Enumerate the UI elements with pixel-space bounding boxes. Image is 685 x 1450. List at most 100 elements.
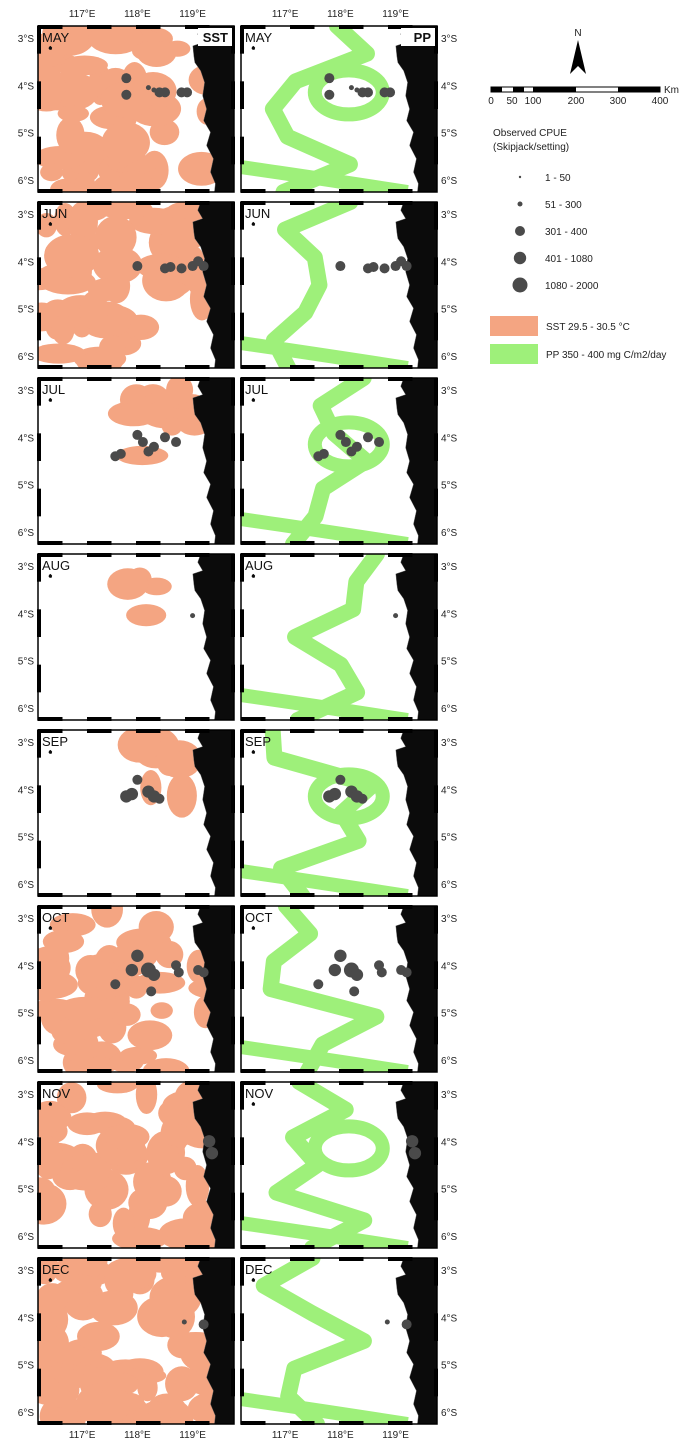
- cpue-point: [132, 429, 143, 440]
- cpue-point: [384, 1319, 390, 1325]
- island: [48, 397, 53, 402]
- bottom-lon-label: 117°E: [272, 1430, 299, 1441]
- lat-label: 6°S: [441, 1056, 458, 1067]
- lat-label: 4°S: [18, 785, 35, 796]
- map-panel-sst-dec: DEC: [37, 1257, 235, 1425]
- sst-patch: [132, 41, 177, 62]
- island: [48, 1101, 53, 1106]
- lat-label: 6°S: [18, 1232, 35, 1243]
- month-label: AUG: [42, 558, 70, 573]
- lat-label: 5°S: [441, 1361, 458, 1372]
- pp-band: [241, 1392, 409, 1424]
- top-lon-label: 117°E: [69, 9, 96, 20]
- sst-patch: [49, 1343, 88, 1365]
- cpue-point: [165, 261, 176, 272]
- sst-patch: [161, 417, 183, 436]
- sst-patch: [127, 1020, 173, 1051]
- cpue-point: [385, 87, 396, 98]
- cpue-point: [362, 87, 373, 98]
- scale-tick-400: 400: [652, 96, 669, 107]
- land-mass: [192, 1258, 234, 1424]
- cpue-point: [148, 441, 159, 452]
- lat-label: 3°S: [441, 562, 458, 573]
- cpue-point: [181, 1319, 187, 1325]
- lat-label: 5°S: [18, 1185, 35, 1196]
- island: [251, 221, 256, 226]
- sst-patch: [117, 730, 162, 763]
- pp-legend-label: PP 350 - 400 mg C/m2/day: [546, 350, 666, 361]
- sst-patch: [101, 121, 150, 164]
- cpue-point: [328, 963, 342, 977]
- lat-label: 5°S: [441, 305, 458, 316]
- sst-patch: [149, 1175, 182, 1207]
- sst-patch: [141, 577, 172, 596]
- cpue-point: [202, 1135, 216, 1148]
- lat-label: 5°S: [441, 129, 458, 140]
- lat-label: 6°S: [18, 1056, 35, 1067]
- sst-patch: [104, 1258, 157, 1291]
- sst-patch: [142, 1058, 190, 1072]
- scale-tick-200: 200: [568, 96, 585, 107]
- map-panel-sst-sep: SEP: [37, 729, 235, 897]
- lat-label: 4°S: [18, 433, 35, 444]
- lat-label: 4°S: [441, 433, 458, 444]
- sst-patch: [104, 1123, 150, 1150]
- island: [48, 573, 53, 578]
- cpue-point: [351, 441, 362, 452]
- cpue-point: [349, 986, 360, 997]
- land-mass: [395, 906, 437, 1072]
- lat-label: 3°S: [18, 914, 35, 925]
- cpue-point: [335, 429, 346, 440]
- sst-patch: [150, 1002, 173, 1019]
- sst-patch: [112, 1226, 168, 1248]
- map-panel-pp-oct: OCT: [240, 905, 438, 1073]
- lat-label: 3°S: [18, 1090, 35, 1101]
- top-lon-label: 119°E: [382, 9, 409, 20]
- map-panel-sst-nov: NOV: [37, 1081, 235, 1249]
- cpue-class-label: 401 - 1080: [545, 254, 593, 265]
- sst-patch: [88, 26, 144, 55]
- sst-patch: [101, 1380, 123, 1412]
- land-mass: [395, 202, 437, 368]
- island: [251, 749, 256, 754]
- pp-band: [262, 906, 385, 1072]
- cpue-point: [146, 986, 157, 997]
- pp-band: [241, 160, 409, 192]
- sst-patch: [188, 277, 210, 295]
- month-label: OCT: [42, 910, 70, 925]
- cpue-point: [131, 949, 144, 962]
- sst-patch: [61, 1274, 102, 1294]
- month-label: SEP: [42, 734, 68, 749]
- cpue-class-list: 1 - 50 51 - 300 301 - 400 401 - 1080 1080 - …: [512, 173, 599, 293]
- lat-label: 5°S: [18, 1009, 35, 1020]
- lat-label: 5°S: [18, 657, 35, 668]
- lat-label: 4°S: [441, 1137, 458, 1148]
- pp-band: [287, 554, 385, 720]
- bottom-lon-label: 117°E: [69, 1430, 96, 1441]
- sst-patch: [38, 1283, 69, 1313]
- cpue-point: [350, 968, 364, 981]
- sst-patch: [166, 378, 194, 405]
- sst-patch: [38, 958, 67, 1002]
- lat-label: 6°S: [441, 1232, 458, 1243]
- lat-label: 6°S: [18, 176, 35, 187]
- month-label: AUG: [245, 558, 273, 573]
- cpue-point: [198, 1319, 209, 1330]
- land-mass: [192, 1082, 234, 1248]
- sst-legend-label: SST 29.5 - 30.5 °C: [546, 322, 630, 333]
- island: [48, 925, 53, 930]
- bottom-lon-label: 119°E: [382, 1430, 409, 1441]
- map-panel-pp-nov: NOV: [240, 1081, 438, 1249]
- island: [251, 1277, 256, 1282]
- sst-patch: [60, 60, 82, 93]
- cpue-point: [324, 73, 335, 84]
- lat-label: 4°S: [18, 609, 35, 620]
- map-panel-grid: MAY SST MAY PP JUN JUN JUL JUL AUG AUG SEP SEP OCT OC…: [37, 25, 438, 1425]
- cpue-point: [182, 87, 193, 98]
- map-panel-sst-aug: AUG: [37, 553, 235, 721]
- lat-label: 3°S: [441, 386, 458, 397]
- sst-patch: [77, 1321, 120, 1351]
- map-panel-pp-jun: JUN: [240, 201, 438, 369]
- cpue-point: [340, 437, 351, 448]
- north-arrow-icon: N: [570, 28, 586, 74]
